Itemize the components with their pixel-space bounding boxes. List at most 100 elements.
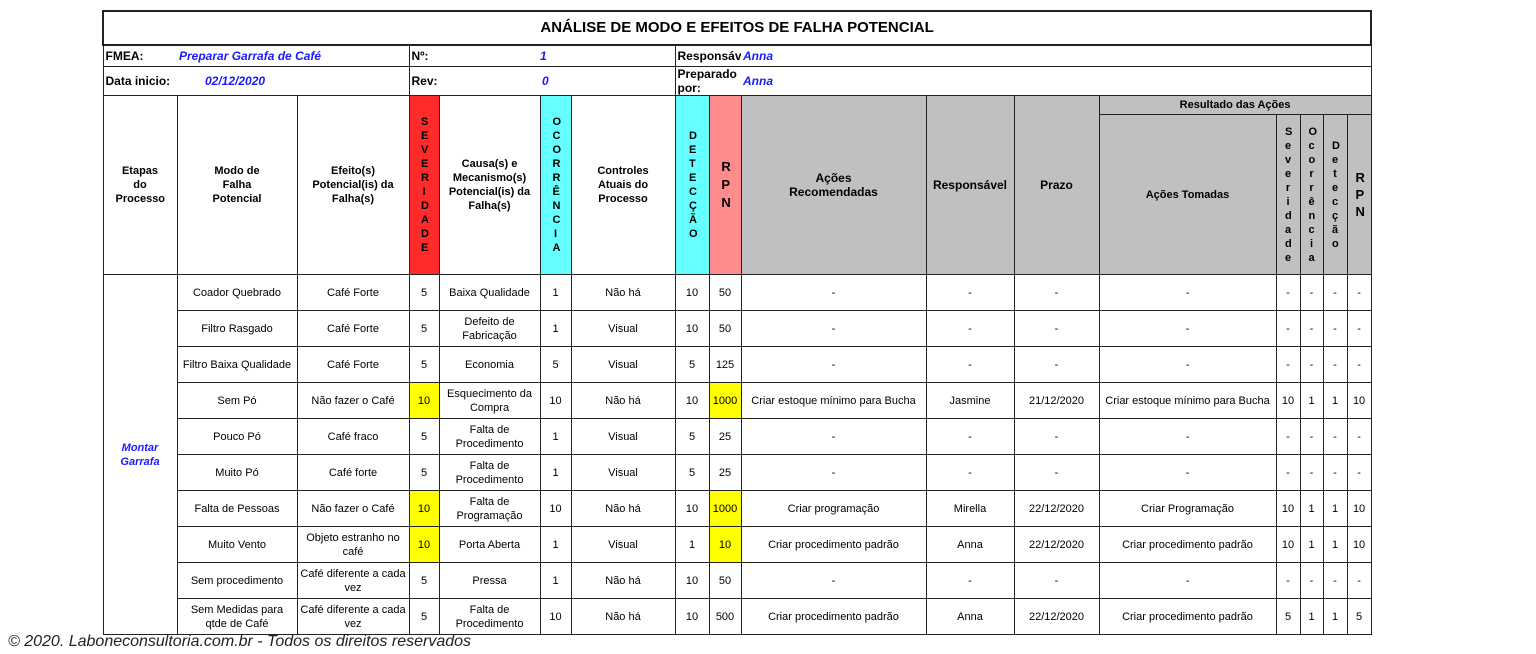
- cell-controles: Visual: [570, 346, 676, 383]
- cell-rpn: 50: [708, 274, 742, 311]
- cell-acoes: Criar procedimento padrão: [740, 598, 927, 635]
- cell-resp: Jasmine: [925, 382, 1015, 419]
- cell-modo: Sem Medidas para qtde de Café: [176, 598, 298, 635]
- cell-prazo: 22/12/2020: [1013, 526, 1100, 563]
- header-acoes-tomadas: Ações Tomadas: [1098, 114, 1277, 275]
- header-efeito: Efeito(s) Potencial(is) da Falha(s): [296, 95, 410, 275]
- cell-rpn: 1000: [708, 382, 742, 419]
- cell-ro: 1: [1299, 598, 1324, 635]
- cell-acoes: Criar programação: [740, 490, 927, 527]
- header-responsavel: Responsável: [925, 95, 1015, 275]
- header-deteccao-text: DETECÇÃO: [688, 130, 698, 240]
- cell-efeito: Café Forte: [296, 346, 410, 383]
- cell-det: 10: [674, 490, 710, 527]
- fmea-label: FMEA:: [102, 44, 177, 67]
- table-row: Falta de Pessoas Não fazer o Café 10 Falta …: [103, 490, 1372, 527]
- cell-resp: Mirella: [925, 490, 1015, 527]
- cell-rd: 1: [1322, 598, 1348, 635]
- cell-tomadas: -: [1098, 454, 1277, 491]
- cell-rd: -: [1322, 454, 1348, 491]
- cell-rpn: 50: [708, 562, 742, 599]
- header-r-rpn-text: RPN: [1355, 170, 1365, 219]
- rev-label: Rev:: [408, 66, 540, 96]
- prepared-value: Anna: [741, 66, 1372, 96]
- header-r-rpn: RPN: [1346, 114, 1372, 275]
- cell-controles: Visual: [570, 310, 676, 347]
- cell-acoes: -: [740, 346, 927, 383]
- cell-resp: -: [925, 274, 1015, 311]
- fmea-value: Preparar Garrafa de Café: [177, 44, 409, 67]
- cell-det: 10: [674, 382, 710, 419]
- cell-rr: -: [1346, 454, 1372, 491]
- cell-oco: 1: [539, 454, 572, 491]
- cell-rr: -: [1346, 346, 1372, 383]
- cell-efeito: Café Forte: [296, 310, 410, 347]
- cell-ro: -: [1299, 562, 1324, 599]
- cell-rpn: 500: [708, 598, 742, 635]
- cell-oco: 1: [539, 274, 572, 311]
- cell-rr: -: [1346, 418, 1372, 455]
- page-title: ANÁLISE DE MODO E EFEITOS DE FALHA POTEN…: [101, 10, 1373, 46]
- cell-sev: 5: [408, 598, 440, 635]
- cell-sev: 10: [408, 490, 440, 527]
- cell-controles: Não há: [570, 562, 676, 599]
- cell-rs: -: [1275, 562, 1301, 599]
- cell-acoes: -: [740, 310, 927, 347]
- cell-rd: -: [1322, 346, 1348, 383]
- cell-efeito: Café diferente a cada vez: [296, 562, 410, 599]
- cell-oco: 5: [539, 346, 572, 383]
- cell-rpn: 125: [708, 346, 742, 383]
- cell-rs: -: [1275, 310, 1301, 347]
- cell-rd: -: [1322, 418, 1348, 455]
- cell-prazo: -: [1013, 274, 1100, 311]
- cell-modo: Muito Vento: [176, 526, 298, 563]
- cell-resp: -: [925, 346, 1015, 383]
- header-r-deteccao: Detecção: [1322, 114, 1348, 275]
- header-severidade-text: SEVERIDADE: [420, 116, 429, 254]
- cell-tomadas: -: [1098, 274, 1277, 311]
- cell-det: 10: [674, 310, 710, 347]
- cell-rd: 1: [1322, 382, 1348, 419]
- cell-sev: 5: [408, 274, 440, 311]
- cell-controles: Visual: [570, 454, 676, 491]
- cell-causa: Economia: [438, 346, 541, 383]
- cell-oco: 1: [539, 526, 572, 563]
- cell-prazo: 22/12/2020: [1013, 598, 1100, 635]
- cell-rs: 5: [1275, 598, 1301, 635]
- cell-ro: -: [1299, 346, 1324, 383]
- table-row: Muito Pó Café forte 5 Falta de Procedimento…: [103, 454, 1372, 491]
- cell-acoes: -: [740, 562, 927, 599]
- table-row: Filtro Baixa Qualidade Café Forte 5 Economi…: [103, 346, 1372, 383]
- cell-rpn: 1000: [708, 490, 742, 527]
- cell-rs: 10: [1275, 526, 1301, 563]
- cell-efeito: Café Forte: [296, 274, 410, 311]
- cell-ro: -: [1299, 454, 1324, 491]
- table-row: Muito Vento Objeto estranho no café 10 Port…: [103, 526, 1372, 563]
- cell-oco: 1: [539, 562, 572, 599]
- cell-modo: Sem Pó: [176, 382, 298, 419]
- rev-value: 0: [540, 66, 675, 96]
- cell-oco: 1: [539, 418, 572, 455]
- cell-modo: Filtro Baixa Qualidade: [176, 346, 298, 383]
- cell-oco: 10: [539, 382, 572, 419]
- fmea-table: ANÁLISE DE MODO E EFEITOS DE FALHA POTEN…: [101, 10, 1373, 635]
- cell-sev: 5: [408, 562, 440, 599]
- cell-rd: -: [1322, 310, 1348, 347]
- cell-rr: 10: [1346, 526, 1372, 563]
- cell-efeito: Não fazer o Café: [296, 490, 410, 527]
- cell-rr: 10: [1346, 490, 1372, 527]
- header-r-deteccao-text: Detecção: [1331, 139, 1340, 250]
- cell-oco: 10: [539, 598, 572, 635]
- cell-tomadas: Criar estoque mínimo para Bucha: [1098, 382, 1277, 419]
- header-resultado: Resultado das Ações: [1098, 95, 1372, 115]
- cell-resp: -: [925, 562, 1015, 599]
- cell-efeito: Café diferente a cada vez: [296, 598, 410, 635]
- header-modo: Modo de Falha Potencial: [176, 95, 298, 275]
- header-severidade: SEVERIDADE: [408, 95, 440, 275]
- cell-det: 10: [674, 274, 710, 311]
- table-body: Montar Garrafa Coador Quebrado Café Forte 5…: [102, 274, 1372, 635]
- cell-rpn: 50: [708, 310, 742, 347]
- cell-tomadas: Criar procedimento padrão: [1098, 526, 1277, 563]
- date-label: Data inicio:: [102, 66, 177, 96]
- number-label: Nº:: [408, 44, 540, 67]
